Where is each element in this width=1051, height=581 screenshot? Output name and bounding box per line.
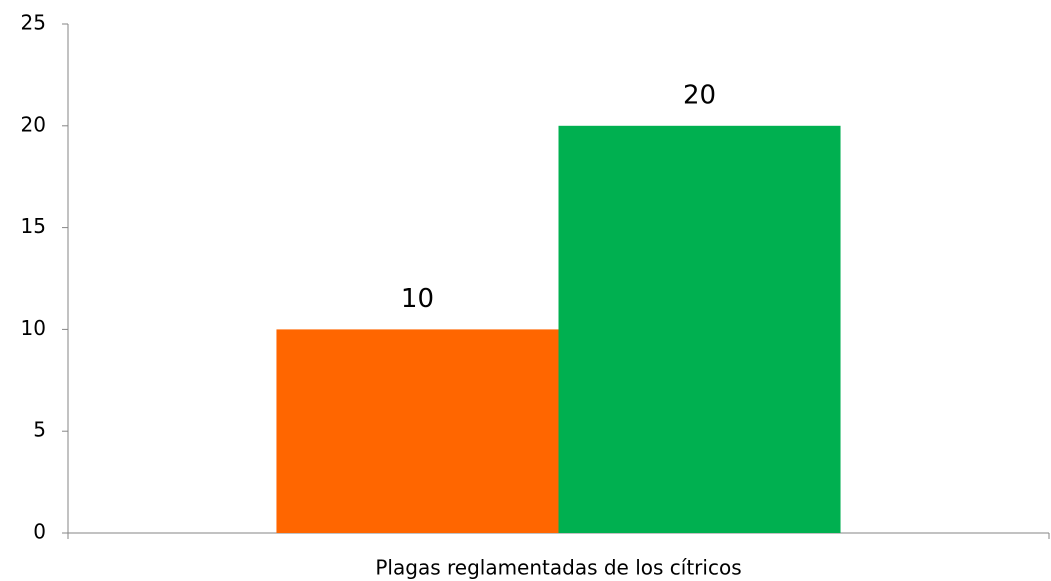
y-tick-label: 10 [21, 316, 46, 340]
y-tick-label: 15 [21, 214, 46, 238]
bar [276, 329, 559, 533]
y-tick-label: 20 [21, 112, 46, 136]
y-tick-label: 0 [33, 520, 46, 544]
data-label: 20 [683, 80, 716, 110]
bar [558, 125, 841, 534]
y-tick-label: 25 [21, 11, 46, 35]
data-label: 10 [401, 284, 434, 314]
x-tick-label: Plagas reglamentadas de los cítricos [375, 556, 741, 580]
y-tick-label: 5 [33, 418, 46, 442]
